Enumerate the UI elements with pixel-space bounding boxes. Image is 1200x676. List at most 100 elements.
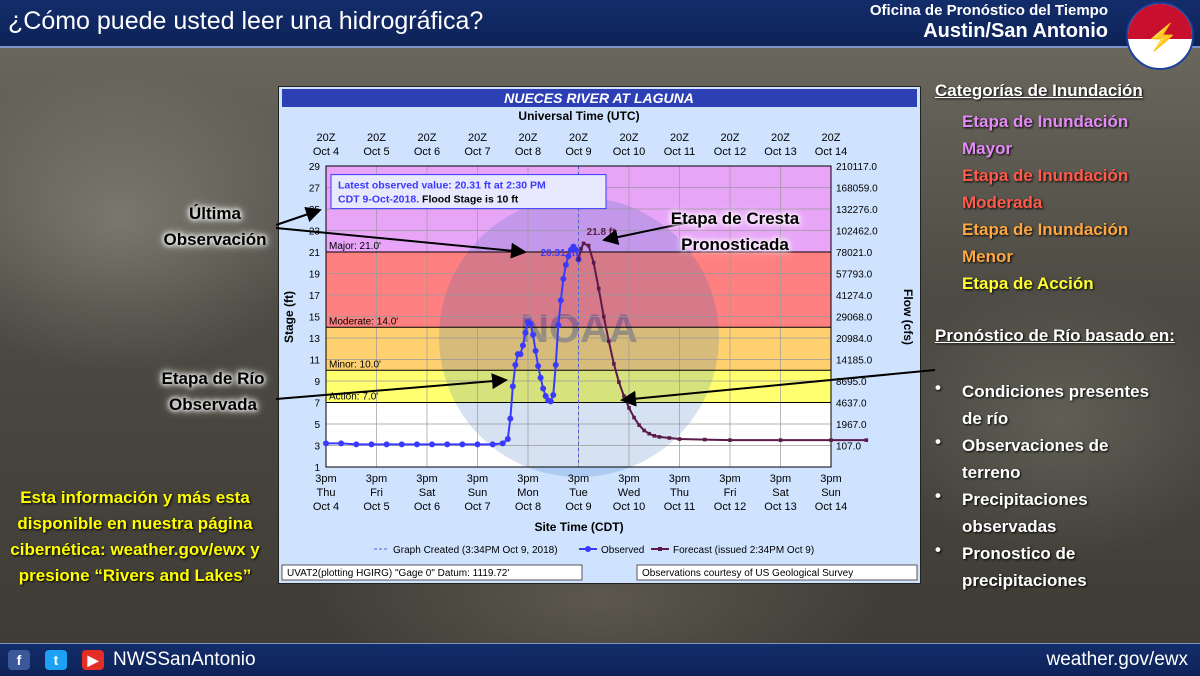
forecast-point — [581, 241, 586, 246]
forecast-point — [591, 260, 596, 265]
observed-point — [429, 441, 436, 448]
observed-point — [489, 441, 496, 448]
bullet-icon: • — [935, 486, 941, 505]
forecast-point — [617, 380, 621, 384]
forecast-point — [778, 438, 783, 442]
bottom-tick-label: Wed — [618, 487, 640, 499]
info-box-line1: Latest observed value: 20.31 ft at 2:30 … — [338, 180, 546, 192]
flood-category-item: Etapa de Inundación Menor — [962, 220, 1129, 266]
top-tick-label: Oct 7 — [464, 146, 490, 158]
chart-title: NUECES RIVER AT LAGUNA — [504, 90, 694, 106]
crest-value: 21.8 ft — [587, 227, 617, 238]
bottom-tick-label: Fri — [370, 487, 383, 499]
observed-point — [353, 441, 360, 448]
header-bar: ¿Cómo puede usted leer una hidrográfica?… — [0, 0, 1200, 48]
bottom-tick-label: Oct 14 — [815, 501, 847, 513]
y-tick-label: 11 — [310, 356, 321, 367]
flow-tick-label: 132276.0 — [836, 205, 878, 216]
top-tick-label: Oct 9 — [565, 146, 591, 158]
hydrograph-chart: NUECES RIVER AT LAGUNA Universal Time (UT… — [279, 87, 920, 583]
social-handle[interactable]: NWSSanAntonio — [113, 649, 256, 670]
forecast-point — [864, 438, 869, 442]
observed-point — [517, 351, 524, 358]
forecast-point — [667, 436, 672, 440]
flow-tick-label: 1967.0 — [836, 420, 867, 431]
bottom-tick-label: 3pm — [770, 473, 791, 485]
bottom-tick-label: Oct 10 — [613, 501, 645, 513]
arrow-to-info-box — [275, 206, 322, 226]
flow-tick-label: 29068.0 — [836, 313, 873, 324]
observed-point — [562, 261, 569, 268]
flood-category-item: Etapa de Inundación Moderada — [962, 166, 1129, 212]
forecast-point — [612, 362, 616, 366]
observed-point — [560, 275, 567, 282]
forecast-point — [579, 246, 583, 251]
bottom-tick-label: Oct 12 — [714, 501, 746, 513]
observed-point — [507, 415, 514, 422]
bottom-tick-label: 3pm — [467, 473, 488, 485]
bottom-tick-label: Oct 9 — [565, 501, 591, 513]
top-tick-label: 20Z — [519, 132, 538, 144]
arrow-to-forecast — [620, 369, 936, 407]
forecast-point — [677, 437, 682, 441]
legend-graph-created: Graph Created (3:34PM Oct 9, 2018) — [393, 545, 558, 556]
title-bar — [282, 89, 917, 107]
website-link[interactable]: weather.gov/ewx — [1046, 649, 1188, 670]
flow-tick-label: 41274.0 — [836, 291, 873, 302]
bottom-tick-label: Thu — [317, 487, 336, 499]
bullet-icon: • — [935, 378, 941, 397]
info-box — [330, 174, 607, 210]
bottom-tick-label: Sat — [419, 487, 436, 499]
y-axis-label: Stage (ft) — [282, 291, 296, 343]
bottom-tick-label: Fri — [724, 487, 737, 499]
last-observation-value: 20.31 ft — [541, 248, 576, 259]
bottom-tick-label: Sat — [772, 487, 789, 499]
top-tick-label: 20Z — [418, 132, 437, 144]
bullet-icon: • — [935, 432, 941, 451]
youtube-icon[interactable]: ▶ — [82, 650, 104, 670]
bottom-tick-label: 3pm — [568, 473, 589, 485]
facebook-icon[interactable]: f — [8, 650, 30, 670]
top-tick-label: Oct 14 — [815, 146, 847, 158]
courtesy-text: Observations courtesy of US Geological S… — [642, 568, 853, 579]
forecast-point — [702, 437, 707, 442]
flow-tick-label: 57793.0 — [836, 270, 873, 281]
bottom-tick-label: Oct 4 — [313, 501, 339, 513]
datum-text: UVAT2(plotting HGIRG) "Gage 0" Datum: 11… — [287, 568, 509, 579]
bottom-tick-label: 3pm — [315, 473, 336, 485]
forecast-point — [657, 435, 662, 439]
forecast-point — [637, 423, 641, 427]
bottom-tick-label: Tue — [569, 487, 588, 499]
top-tick-label: 20Z — [367, 132, 386, 144]
observed-point — [565, 253, 572, 260]
top-tick-label: 20Z — [317, 132, 336, 144]
observed-point — [557, 297, 564, 304]
forecast-point — [652, 434, 657, 438]
top-tick-label: Oct 5 — [363, 146, 389, 158]
flood-categories-title: Categorías de Inundación — [935, 81, 1143, 100]
observed-point — [530, 331, 537, 338]
top-tick-label: 20Z — [822, 132, 841, 144]
bottom-tick-label: 3pm — [669, 473, 690, 485]
observed-point — [368, 441, 375, 448]
office-name: Oficina de Pronóstico del Tiempo — [869, 2, 1108, 19]
legend-observed: Observed — [601, 545, 644, 556]
flood-threshold-label: Minor: 10.0' — [329, 359, 381, 370]
observed-point — [444, 441, 451, 448]
twitter-icon[interactable]: t — [45, 650, 67, 670]
forecast-basis-item: Condiciones presentes de río — [962, 382, 1150, 428]
forecast-basis-item: Pronostico de precipitaciones — [962, 544, 1087, 590]
forecast-point — [647, 431, 651, 436]
arrow-to-observed — [275, 373, 508, 400]
bottom-tick-label: Oct 6 — [414, 501, 440, 513]
y-tick-label: 5 — [314, 420, 320, 431]
flood-threshold-label: Major: 21.0' — [329, 241, 381, 252]
top-tick-label: Oct 6 — [414, 146, 440, 158]
flow-tick-label: 210117.0 — [836, 162, 877, 173]
observed-point — [547, 398, 554, 405]
info-box-line2: CDT 9-Oct-2018. Flood Stage is 10 ft — [338, 194, 519, 206]
crest-label: Etapa de Cresta Pronosticada — [670, 209, 800, 254]
x-axis-label: Site Time (CDT) — [534, 520, 623, 534]
observed-point — [540, 385, 547, 392]
